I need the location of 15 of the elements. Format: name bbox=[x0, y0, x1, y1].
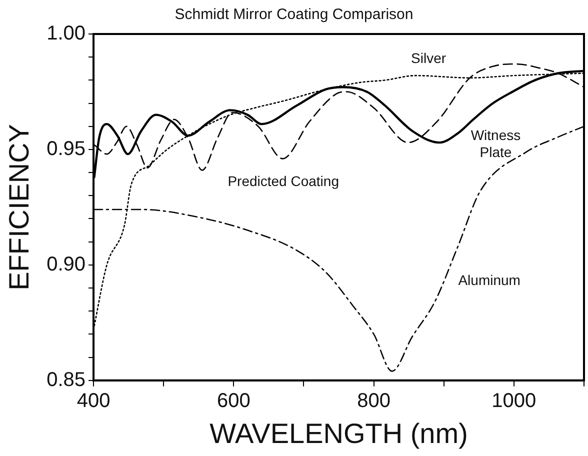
x-tick-label: 400 bbox=[76, 390, 110, 412]
series-label: Silver bbox=[411, 50, 446, 66]
y-tick-label: 0.85 bbox=[46, 368, 86, 391]
x-tick-label: 600 bbox=[216, 390, 250, 412]
series-label: Predicted Coating bbox=[228, 172, 339, 189]
series-label: Witness Plate bbox=[470, 127, 521, 160]
series-label: Aluminum bbox=[458, 272, 520, 288]
x-axis-title: WAVELENGTH (nm) bbox=[210, 418, 468, 449]
y-tick-label: 1.00 bbox=[46, 22, 86, 45]
x-tick-label: 800 bbox=[357, 390, 390, 412]
y-axis-title: EFFICIENCY bbox=[4, 124, 35, 290]
y-tick-label: 0.95 bbox=[46, 138, 86, 160]
chart-title: Schmidt Mirror Coating Comparison bbox=[174, 6, 414, 24]
y-tick-label: 0.90 bbox=[46, 253, 86, 276]
x-tick-label: 1000 bbox=[492, 390, 536, 412]
